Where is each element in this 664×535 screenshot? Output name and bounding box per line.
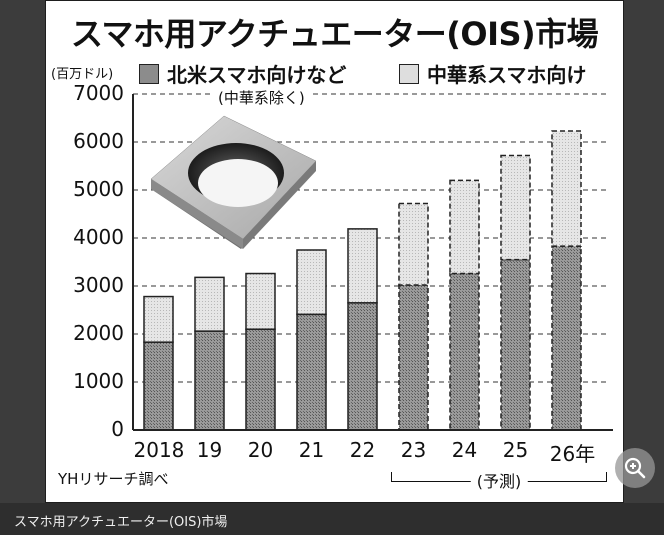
y-tick-label: 0 — [111, 417, 124, 441]
bar-segment — [194, 330, 225, 431]
bar-segment — [500, 154, 531, 261]
bar-segment — [398, 284, 429, 431]
y-axis-unit: (百万ドル) — [51, 67, 114, 82]
y-tick-label: 7000 — [73, 81, 124, 105]
zoom-button[interactable] — [615, 448, 655, 488]
bar-segment — [194, 276, 225, 332]
x-tick-label: 22 — [349, 438, 376, 462]
bar-segment — [296, 249, 327, 316]
bar-segment — [296, 313, 327, 431]
x-tick-label: 2018 — [133, 438, 185, 462]
bar-segment — [398, 202, 429, 286]
chart-title: スマホ用アクチュエーター(OIS)市場 — [70, 15, 599, 53]
bar-segment — [245, 272, 276, 330]
forecast-label: (予測) — [470, 468, 528, 492]
actuator-photo — [150, 115, 317, 249]
bar-segment — [143, 295, 174, 343]
x-tick-label: 19 — [196, 438, 223, 462]
forecast-bracket: (予測) — [391, 468, 607, 492]
bar-segment — [245, 328, 276, 431]
x-tick-label: 20 — [247, 438, 274, 462]
y-tick-label: 6000 — [73, 129, 124, 153]
bar-segment — [347, 302, 378, 431]
bar-segment — [551, 245, 582, 431]
north-america-note: (中華系除く) — [214, 87, 309, 108]
bar-segment — [551, 130, 582, 247]
bar-segment — [347, 228, 378, 304]
stacked-bars — [143, 130, 582, 431]
chart-panel: スマホ用アクチュエーター(OIS)市場 (百万ドル) 北米スマホ向けなど 中華系… — [45, 0, 624, 503]
x-tick-label: 23 — [400, 438, 427, 462]
legend-item-china: 中華系スマホ向け — [399, 59, 586, 88]
legend-label: 北米スマホ向けなど — [167, 63, 347, 87]
chart-plot — [132, 93, 613, 431]
caption-bar: スマホ用アクチュエーター(OIS)市場 — [0, 503, 664, 535]
y-tick-label: 3000 — [73, 273, 124, 297]
source-note: YHリサーチ調べ — [58, 470, 169, 488]
legend-item-north-america: 北米スマホ向けなど — [139, 59, 346, 88]
legend-swatch-light — [399, 63, 419, 84]
y-tick-label: 1000 — [73, 369, 124, 393]
image-caption: スマホ用アクチュエーター(OIS)市場 — [14, 515, 228, 530]
zoom-in-icon — [624, 457, 646, 479]
bar-segment — [500, 258, 531, 431]
bar-segment — [143, 341, 174, 431]
bar-segment — [449, 179, 480, 275]
x-tick-label: 21 — [298, 438, 325, 462]
x-tick-label: 24 — [451, 438, 478, 462]
legend-swatch-dark — [139, 63, 159, 84]
y-tick-label: 5000 — [73, 177, 124, 201]
x-tick-label: 26年 — [549, 442, 596, 466]
legend-label: 中華系スマホ向け — [427, 63, 587, 87]
y-tick-label: 4000 — [73, 225, 124, 249]
x-tick-label: 25 — [502, 438, 529, 462]
y-tick-label: 2000 — [73, 321, 124, 345]
bar-segment — [449, 272, 480, 431]
